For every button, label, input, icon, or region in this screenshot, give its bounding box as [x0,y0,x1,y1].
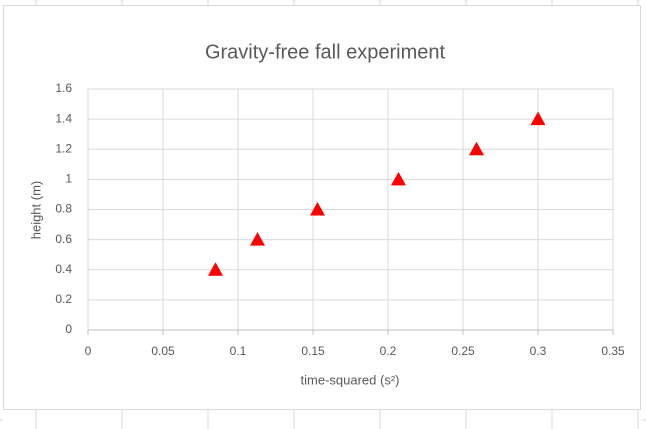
x-tick-label: 0.2 [380,344,397,358]
x-tick-label: 0.15 [301,344,325,358]
y-tick-label: 1.2 [55,141,72,155]
data-point [250,232,265,246]
y-tick-label: 0.2 [55,292,72,306]
data-point [530,111,546,126]
chart-area [3,5,641,410]
x-tick-label: 0.25 [451,344,475,358]
x-tick-label: 0 [85,344,92,358]
y-tick-label: 1.6 [55,81,72,95]
data-point [391,171,406,186]
x-tick-label: 0.05 [151,344,175,358]
x-tick-label: 0.3 [530,344,547,358]
data-point [469,141,484,156]
chart-title: Gravity-free fall experiment [205,41,446,63]
y-tick-label: 0 [65,322,72,336]
y-tick-label: 0.8 [55,202,72,216]
data-point [208,262,223,276]
y-axis-title: height (m) [28,181,43,240]
y-tick-label: 1.4 [55,111,72,125]
x-tick-label: 0.1 [230,344,247,358]
x-tick-label: 0.35 [601,344,625,358]
data-point [310,202,325,216]
y-tick-label: 0.4 [55,262,72,276]
y-tick-label: 0.6 [55,232,72,246]
x-axis-title: time-squared (s²) [301,372,400,387]
y-tick-label: 1 [65,172,72,186]
